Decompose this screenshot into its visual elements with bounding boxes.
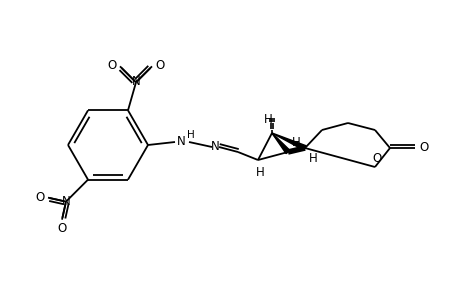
Text: N: N (131, 75, 140, 88)
Text: O: O (57, 222, 67, 235)
Text: H: H (291, 136, 300, 148)
Polygon shape (271, 133, 289, 154)
Text: O: O (35, 191, 45, 204)
Text: O: O (155, 59, 164, 72)
Text: O: O (372, 152, 381, 164)
Text: O: O (419, 140, 428, 154)
Text: N: N (210, 140, 219, 152)
Text: H: H (308, 152, 317, 164)
Text: H: H (255, 166, 264, 178)
Text: H: H (187, 130, 195, 140)
Text: N: N (62, 195, 70, 208)
Text: O: O (107, 59, 117, 72)
Polygon shape (271, 133, 305, 150)
Text: H: H (263, 112, 272, 125)
Text: N: N (176, 134, 185, 148)
